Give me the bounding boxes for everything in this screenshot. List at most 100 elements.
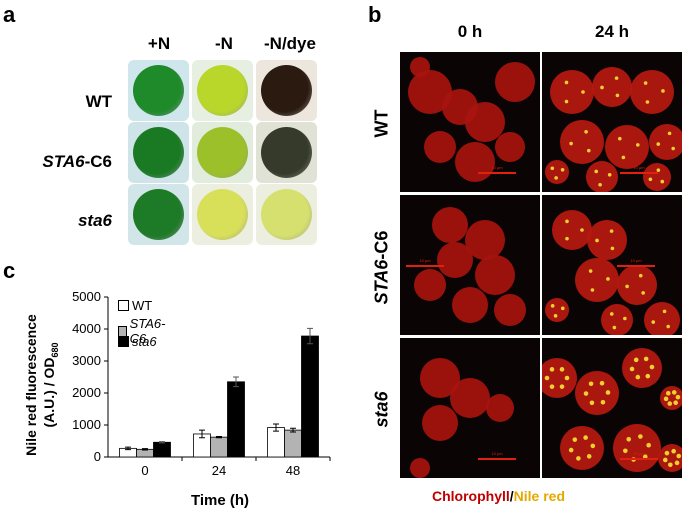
lipid-droplet <box>638 273 643 278</box>
panel-a-row-sta6: sta6 <box>20 211 112 231</box>
lipid-droplet <box>586 454 592 459</box>
cell <box>592 67 632 107</box>
lipid-droplet <box>581 90 585 94</box>
lipid-droplet <box>564 80 569 85</box>
scale-bar <box>406 265 444 267</box>
y-tick-label: 2000 <box>72 385 101 400</box>
cell <box>545 298 569 322</box>
plate-sta6-0 <box>128 184 189 245</box>
lipid-droplet <box>609 229 614 233</box>
lipid-droplet <box>550 304 555 308</box>
lipid-droplet <box>646 442 651 448</box>
cell <box>545 160 569 184</box>
cell <box>410 458 430 478</box>
lipid-droplet <box>559 367 565 372</box>
cell <box>410 57 430 77</box>
lipid-droplet <box>605 390 611 395</box>
cell <box>414 269 446 301</box>
y-tick-label: 3000 <box>72 353 101 368</box>
bar-sta6-0 <box>153 441 171 458</box>
lipid-droplet <box>569 141 573 146</box>
cell <box>649 124 682 160</box>
bar-sta6-c6-0 <box>136 448 154 458</box>
lipid-droplet <box>609 312 614 316</box>
cell <box>465 220 505 260</box>
cell <box>495 132 525 162</box>
cell <box>630 70 674 114</box>
cell <box>613 424 661 472</box>
lipid-droplet <box>576 456 581 461</box>
scale-bar <box>620 458 658 460</box>
panel-b-col-0h: 0 h <box>457 22 483 41</box>
legend-label: STA6-C6 <box>129 316 166 346</box>
cell <box>486 394 514 422</box>
lipid-droplet <box>671 390 677 395</box>
cell <box>586 161 618 192</box>
micrograph-image: 10 μm <box>408 57 535 182</box>
micrograph-sta6-0h: 10 μm <box>400 338 540 478</box>
x-tick-label: 0 <box>141 463 148 478</box>
chart-xlabel: Time (h) <box>191 492 249 509</box>
chart-ylabel-subscript: 680 <box>50 342 60 357</box>
plate-colony <box>133 189 184 240</box>
cell <box>658 444 682 472</box>
cell <box>465 102 505 142</box>
lipid-droplet <box>664 450 670 456</box>
scale-bar-label: 10 μm <box>633 451 645 456</box>
lipid-droplet <box>553 314 558 318</box>
plate-colony <box>197 65 248 116</box>
panel-b-letter: b <box>368 2 382 27</box>
lipid-droplet <box>549 384 555 389</box>
caption-nile-red: Nile red <box>513 488 566 504</box>
caption-separator: / <box>509 488 514 504</box>
lipid-droplet <box>625 284 629 289</box>
cell <box>422 405 458 441</box>
legend-item-sta6: sta6 <box>118 334 157 349</box>
lipid-droplet <box>554 176 558 180</box>
lipid-droplet <box>598 182 602 187</box>
plate-sta6-2 <box>256 184 317 245</box>
lipid-droplet <box>572 437 578 442</box>
cell <box>452 287 488 323</box>
plate-colony <box>261 127 312 178</box>
error-bar <box>142 448 148 451</box>
lipid-droplet <box>607 172 612 177</box>
panel-a-row-wt: WT <box>85 92 112 111</box>
plate-colony <box>197 127 248 178</box>
error-bar <box>233 376 239 388</box>
lipid-droplet <box>612 325 617 330</box>
lipid-droplet <box>676 453 682 459</box>
plate-wt-2 <box>256 60 317 121</box>
cell <box>560 120 604 164</box>
cell <box>495 62 535 102</box>
lipid-droplet <box>621 155 626 160</box>
cell <box>424 131 456 163</box>
plate-sta6-c6-1 <box>192 122 253 183</box>
lipid-droplet <box>665 390 671 396</box>
x-tick-label: 24 <box>212 463 226 478</box>
y-tick-label: 5000 <box>72 289 101 304</box>
micrograph-wt-24h: 10 μm <box>542 52 682 192</box>
error-bar <box>307 327 313 345</box>
lipid-droplet <box>674 460 680 466</box>
lipid-droplet <box>656 168 661 172</box>
lipid-droplet <box>662 457 668 463</box>
lipid-droplet <box>590 443 596 449</box>
cell <box>643 163 671 191</box>
lipid-droplet <box>599 380 605 386</box>
plate-sta6-c6-2 <box>256 122 317 183</box>
cell <box>560 426 604 470</box>
lipid-droplet <box>610 246 615 251</box>
cell <box>601 304 633 335</box>
error-bar <box>125 446 131 451</box>
bar-sta6-c6-24 <box>210 436 228 458</box>
plate-colony <box>197 189 248 240</box>
error-bar <box>273 423 279 432</box>
lipid-droplet <box>623 316 627 321</box>
lipid-droplet <box>641 291 645 295</box>
cell <box>550 70 594 114</box>
micrograph-image: 10 μm <box>545 67 682 192</box>
lipid-droplet <box>600 399 606 405</box>
lipid-droplet <box>635 374 641 380</box>
scale-bar-label: 10 μm <box>630 258 642 263</box>
